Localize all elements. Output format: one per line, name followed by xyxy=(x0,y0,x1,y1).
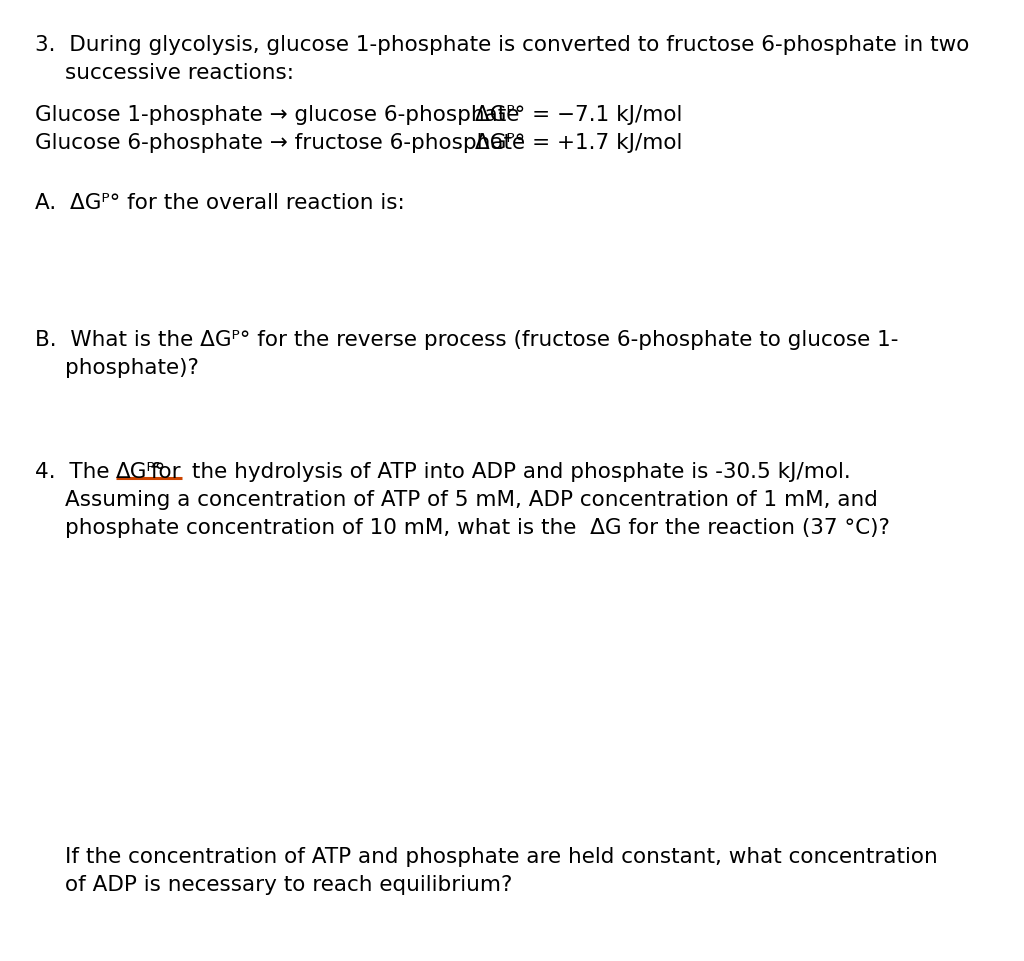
Text: the hydrolysis of ATP into ADP and phosphate is -30.5 kJ/mol.: the hydrolysis of ATP into ADP and phosp… xyxy=(185,462,851,482)
Text: 4.  The: 4. The xyxy=(35,462,117,482)
Text: successive reactions:: successive reactions: xyxy=(65,63,294,83)
Text: Glucose 6-phosphate → fructose 6-phosphate: Glucose 6-phosphate → fructose 6-phospha… xyxy=(35,133,525,153)
Text: If the concentration of ATP and phosphate are held constant, what concentration: If the concentration of ATP and phosphat… xyxy=(65,847,938,867)
Text: phosphate)?: phosphate)? xyxy=(65,358,199,378)
Text: Glucose 1-phosphate → glucose 6-phosphate: Glucose 1-phosphate → glucose 6-phosphat… xyxy=(35,105,519,125)
Text: ΔGᴾ°: ΔGᴾ° xyxy=(116,462,166,482)
Text: B.  What is the ΔGᴾ° for the reverse process (fructose 6-phosphate to glucose 1-: B. What is the ΔGᴾ° for the reverse proc… xyxy=(35,330,898,350)
Text: ΔGᴾ° = +1.7 kJ/mol: ΔGᴾ° = +1.7 kJ/mol xyxy=(475,133,682,153)
Text: of ADP is necessary to reach equilibrium?: of ADP is necessary to reach equilibrium… xyxy=(65,875,512,895)
Text: ΔGᴾ° = −7.1 kJ/mol: ΔGᴾ° = −7.1 kJ/mol xyxy=(475,105,682,125)
Text: A.  ΔGᴾ° for the overall reaction is:: A. ΔGᴾ° for the overall reaction is: xyxy=(35,193,404,213)
Text: phosphate concentration of 10 mM, what is the  ΔG for the reaction (37 °C)?: phosphate concentration of 10 mM, what i… xyxy=(65,518,890,538)
Text: Assuming a concentration of ATP of 5 mM, ADP concentration of 1 mM, and: Assuming a concentration of ATP of 5 mM,… xyxy=(65,490,878,510)
Text: 3.  During glycolysis, glucose 1-phosphate is converted to fructose 6-phosphate : 3. During glycolysis, glucose 1-phosphat… xyxy=(35,35,970,55)
Text: for: for xyxy=(144,462,180,482)
